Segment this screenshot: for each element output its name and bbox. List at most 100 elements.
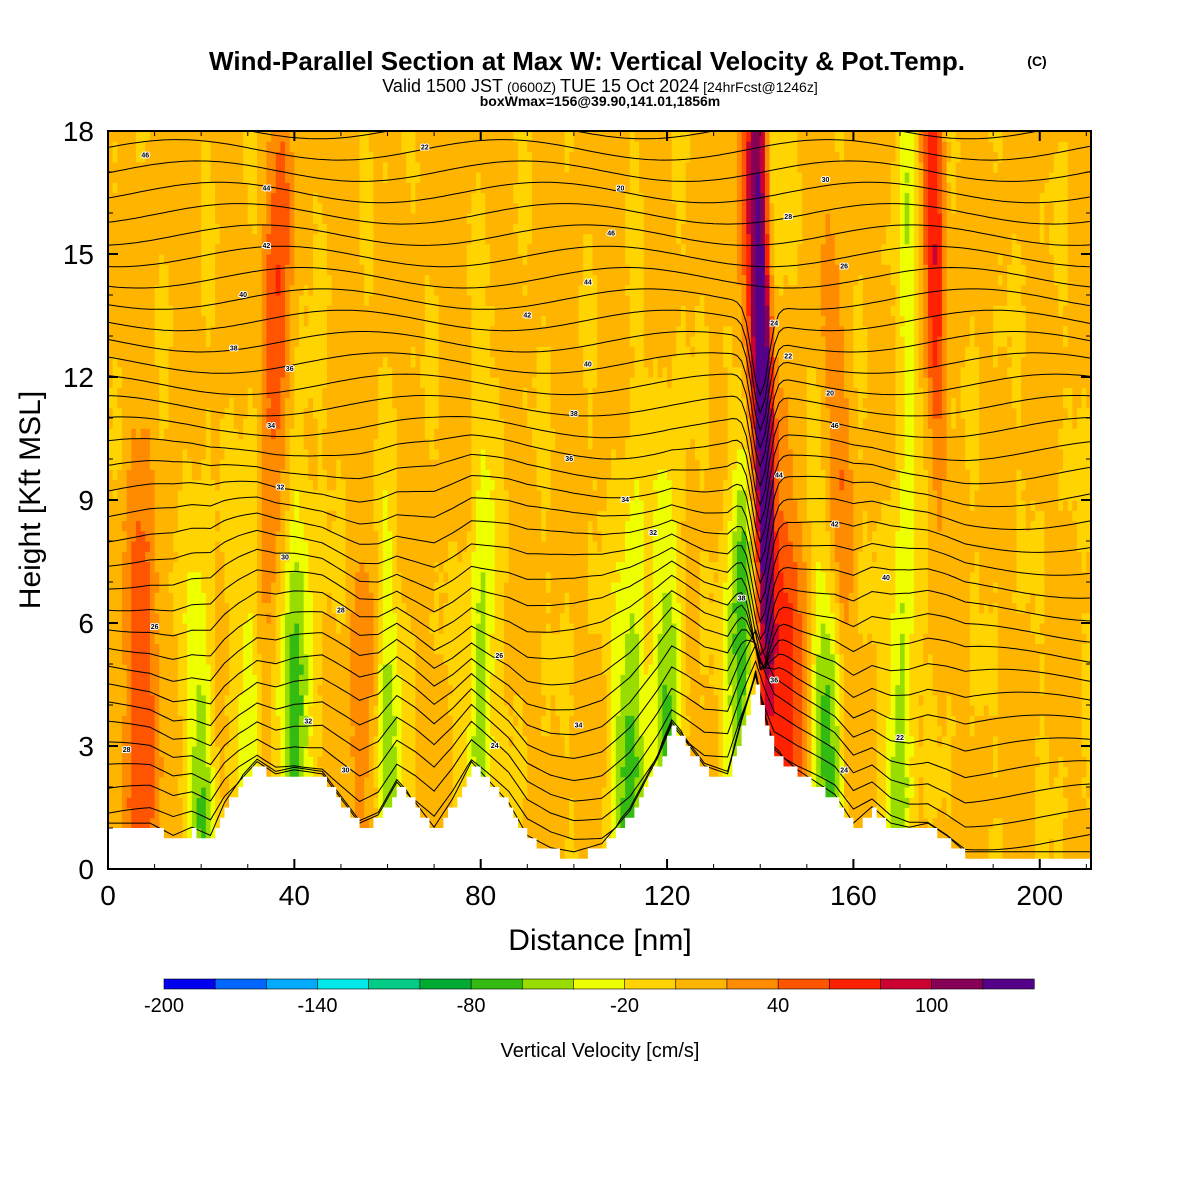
velocity-cell <box>182 151 188 163</box>
velocity-cell <box>350 418 356 429</box>
velocity-cell <box>126 623 132 634</box>
velocity-cell <box>154 551 160 563</box>
velocity-cell <box>410 705 417 716</box>
velocity-cell <box>196 428 202 440</box>
velocity-cell <box>387 705 393 716</box>
velocity-cell <box>364 377 370 388</box>
velocity-cell <box>191 725 198 737</box>
velocity-cell <box>322 684 328 696</box>
velocity-cell <box>257 356 263 368</box>
velocity-cell <box>359 172 365 183</box>
velocity-cell <box>201 489 207 501</box>
velocity-cell <box>112 735 118 747</box>
velocity-cell <box>145 510 151 522</box>
velocity-cell <box>215 243 221 255</box>
velocity-cell <box>159 787 165 798</box>
velocity-cell <box>112 807 118 819</box>
velocity-cell <box>224 243 230 255</box>
velocity-cell <box>131 787 137 798</box>
velocity-cell <box>182 612 188 624</box>
velocity-cell <box>275 643 281 655</box>
velocity-cell <box>420 264 426 276</box>
velocity-cell <box>238 694 244 706</box>
velocity-cell <box>210 489 216 501</box>
velocity-cell <box>299 387 305 399</box>
velocity-cell <box>303 448 309 460</box>
velocity-cell <box>224 694 230 706</box>
velocity-cell <box>336 387 342 399</box>
velocity-cell <box>378 623 384 634</box>
velocity-cell <box>145 387 151 399</box>
velocity-cell <box>275 284 281 296</box>
velocity-cell <box>280 141 286 153</box>
velocity-cell <box>247 448 254 460</box>
velocity-cell <box>126 274 132 286</box>
velocity-cell <box>233 643 240 655</box>
velocity-cell <box>350 366 356 378</box>
velocity-cell <box>266 469 272 481</box>
velocity-cell <box>177 356 184 368</box>
velocity-cell <box>331 530 337 542</box>
velocity-cell <box>247 694 254 706</box>
velocity-cell <box>163 213 170 224</box>
velocity-cell <box>331 315 337 327</box>
velocity-cell <box>261 356 267 368</box>
velocity-cell <box>173 633 179 645</box>
velocity-cell <box>308 715 314 727</box>
velocity-cell <box>191 131 198 142</box>
velocity-cell <box>350 520 356 532</box>
velocity-cell <box>373 284 379 296</box>
velocity-cell <box>299 664 305 675</box>
velocity-cell <box>415 602 421 614</box>
velocity-cell <box>359 448 365 460</box>
velocity-cell <box>252 571 258 583</box>
velocity-cell <box>364 807 370 819</box>
velocity-cell <box>182 274 188 286</box>
velocity-cell <box>238 551 244 563</box>
velocity-cell <box>271 254 277 265</box>
velocity-cell <box>149 633 156 645</box>
velocity-cell <box>406 500 412 511</box>
velocity-cell <box>149 233 156 245</box>
velocity-cell <box>392 612 398 624</box>
velocity-cell <box>205 213 212 224</box>
velocity-cell <box>420 141 426 153</box>
velocity-cell <box>317 202 323 214</box>
velocity-cell <box>294 510 300 522</box>
velocity-cell <box>205 202 212 214</box>
velocity-cell <box>261 336 267 347</box>
velocity-cell <box>126 500 132 511</box>
velocity-cell <box>187 694 193 706</box>
velocity-cell <box>108 264 114 276</box>
velocity-cell <box>187 623 193 634</box>
velocity-cell <box>145 202 151 214</box>
velocity-cell <box>215 684 221 696</box>
velocity-cell <box>308 264 314 276</box>
velocity-cell <box>159 172 165 183</box>
velocity-cell <box>322 346 328 358</box>
velocity-cell <box>140 500 146 511</box>
velocity-cell <box>368 459 375 470</box>
velocity-cell <box>312 705 319 716</box>
velocity-cell <box>317 223 323 235</box>
velocity-cell <box>187 172 193 183</box>
velocity-cell <box>364 500 370 511</box>
velocity-cell <box>275 407 281 419</box>
velocity-cell <box>382 336 389 347</box>
velocity-cell <box>187 756 193 768</box>
valid-date: TUE 15 Oct 2024 <box>560 76 699 96</box>
velocity-cell <box>117 172 123 183</box>
velocity-cell <box>336 438 342 450</box>
velocity-cell <box>219 315 226 327</box>
velocity-cell <box>354 530 361 542</box>
velocity-cell <box>135 182 142 194</box>
velocity-cell <box>173 643 179 655</box>
velocity-cell <box>215 325 221 337</box>
velocity-cell <box>210 377 216 388</box>
velocity-cell <box>373 377 379 388</box>
velocity-cell <box>205 705 212 716</box>
velocity-cell <box>350 592 356 604</box>
velocity-cell <box>280 295 286 306</box>
velocity-cell <box>359 315 365 327</box>
velocity-cell <box>322 223 328 235</box>
